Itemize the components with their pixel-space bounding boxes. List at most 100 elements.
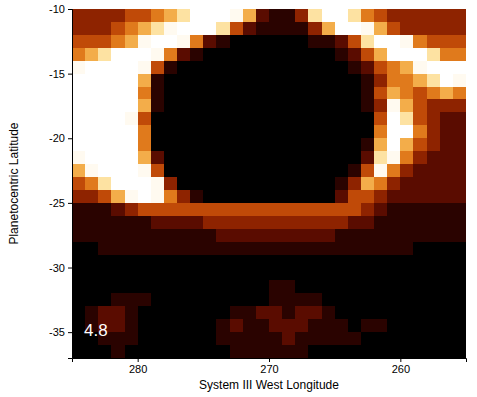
heat-cell bbox=[413, 293, 427, 307]
heat-cell bbox=[125, 229, 139, 243]
heat-cell bbox=[308, 306, 322, 320]
heat-cell bbox=[269, 87, 283, 101]
heat-cell bbox=[230, 319, 244, 333]
heat-cell bbox=[98, 22, 112, 36]
heat-cell bbox=[335, 190, 349, 204]
heat-cell bbox=[295, 255, 309, 269]
heat-cell bbox=[440, 268, 454, 282]
heat-cell bbox=[190, 112, 204, 126]
heat-cell bbox=[440, 35, 454, 49]
heat-cell bbox=[361, 216, 375, 230]
heat-cell bbox=[282, 61, 296, 75]
heat-cell bbox=[374, 164, 388, 178]
heat-cell bbox=[335, 306, 349, 320]
tick-mark bbox=[400, 358, 401, 362]
heat-cell bbox=[427, 319, 441, 333]
heat-cell bbox=[203, 9, 217, 23]
heat-cell bbox=[361, 9, 375, 23]
heat-cell bbox=[374, 35, 388, 49]
heat-cell bbox=[203, 61, 217, 75]
heat-cell bbox=[427, 268, 441, 282]
heat-cell bbox=[72, 203, 86, 217]
heat-cell bbox=[440, 138, 454, 152]
heat-cell bbox=[348, 9, 362, 23]
heat-cell bbox=[216, 203, 230, 217]
heat-cell bbox=[216, 99, 230, 113]
heat-cell bbox=[85, 216, 99, 230]
heat-cell bbox=[190, 306, 204, 320]
heat-cell bbox=[72, 177, 86, 191]
heat-cell bbox=[308, 48, 322, 62]
heat-cell bbox=[427, 293, 441, 307]
heat-cell bbox=[387, 190, 401, 204]
heat-cell bbox=[216, 319, 230, 333]
heat-cell bbox=[190, 61, 204, 75]
heat-cell bbox=[440, 48, 454, 62]
heat-cell bbox=[243, 112, 257, 126]
heat-cell bbox=[374, 203, 388, 217]
heat-cell bbox=[164, 229, 178, 243]
heat-cell bbox=[111, 177, 125, 191]
heat-cell bbox=[230, 125, 244, 139]
heat-cell bbox=[151, 280, 165, 294]
heat-cell bbox=[151, 74, 165, 88]
heat-cell bbox=[427, 48, 441, 62]
heat-cell bbox=[151, 345, 165, 358]
heat-cell bbox=[216, 216, 230, 230]
heat-cell bbox=[322, 138, 336, 152]
heat-cell bbox=[295, 242, 309, 256]
heat-cell bbox=[138, 9, 152, 23]
heat-cell bbox=[177, 268, 191, 282]
heat-cell bbox=[348, 74, 362, 88]
heat-cell bbox=[322, 332, 336, 346]
heat-cell bbox=[125, 280, 139, 294]
heat-cell bbox=[190, 35, 204, 49]
heat-cell bbox=[322, 216, 336, 230]
heat-cell bbox=[413, 268, 427, 282]
heat-cell bbox=[295, 268, 309, 282]
heat-cell bbox=[427, 280, 441, 294]
heat-cell bbox=[125, 190, 139, 204]
heat-cell bbox=[230, 293, 244, 307]
heat-cell bbox=[387, 242, 401, 256]
heat-cell bbox=[72, 48, 86, 62]
heat-cell bbox=[256, 112, 270, 126]
heat-cell bbox=[111, 242, 125, 256]
heat-cell bbox=[203, 345, 217, 358]
heat-cell bbox=[413, 319, 427, 333]
heat-cell bbox=[98, 35, 112, 49]
heat-cell bbox=[138, 293, 152, 307]
heat-cell bbox=[440, 61, 454, 75]
heat-cell bbox=[295, 306, 309, 320]
heat-cell bbox=[243, 306, 257, 320]
heat-cell bbox=[348, 99, 362, 113]
heat-cell bbox=[151, 138, 165, 152]
heat-cell bbox=[151, 203, 165, 217]
heat-cell bbox=[413, 216, 427, 230]
heat-cell bbox=[308, 99, 322, 113]
heat-cell bbox=[256, 216, 270, 230]
y-tick: -25 bbox=[49, 197, 72, 209]
heat-cell bbox=[400, 22, 414, 36]
heat-cell bbox=[335, 48, 349, 62]
heat-cell bbox=[111, 99, 125, 113]
heat-cell bbox=[374, 332, 388, 346]
heat-cell bbox=[138, 48, 152, 62]
heat-cell bbox=[85, 138, 99, 152]
heat-cell bbox=[72, 61, 86, 75]
heat-cell bbox=[308, 332, 322, 346]
x-tick: 270 bbox=[260, 358, 278, 375]
heat-cell bbox=[374, 190, 388, 204]
heat-cell bbox=[138, 242, 152, 256]
heat-cell bbox=[216, 268, 230, 282]
heat-cell bbox=[203, 255, 217, 269]
heat-cell bbox=[125, 125, 139, 139]
heat-cell bbox=[164, 280, 178, 294]
heat-cell bbox=[427, 164, 441, 178]
heat-cell bbox=[230, 87, 244, 101]
heat-cell bbox=[177, 9, 191, 23]
heat-cell bbox=[335, 319, 349, 333]
heat-cell bbox=[282, 306, 296, 320]
heat-cell bbox=[440, 345, 454, 358]
heat-cell bbox=[164, 87, 178, 101]
